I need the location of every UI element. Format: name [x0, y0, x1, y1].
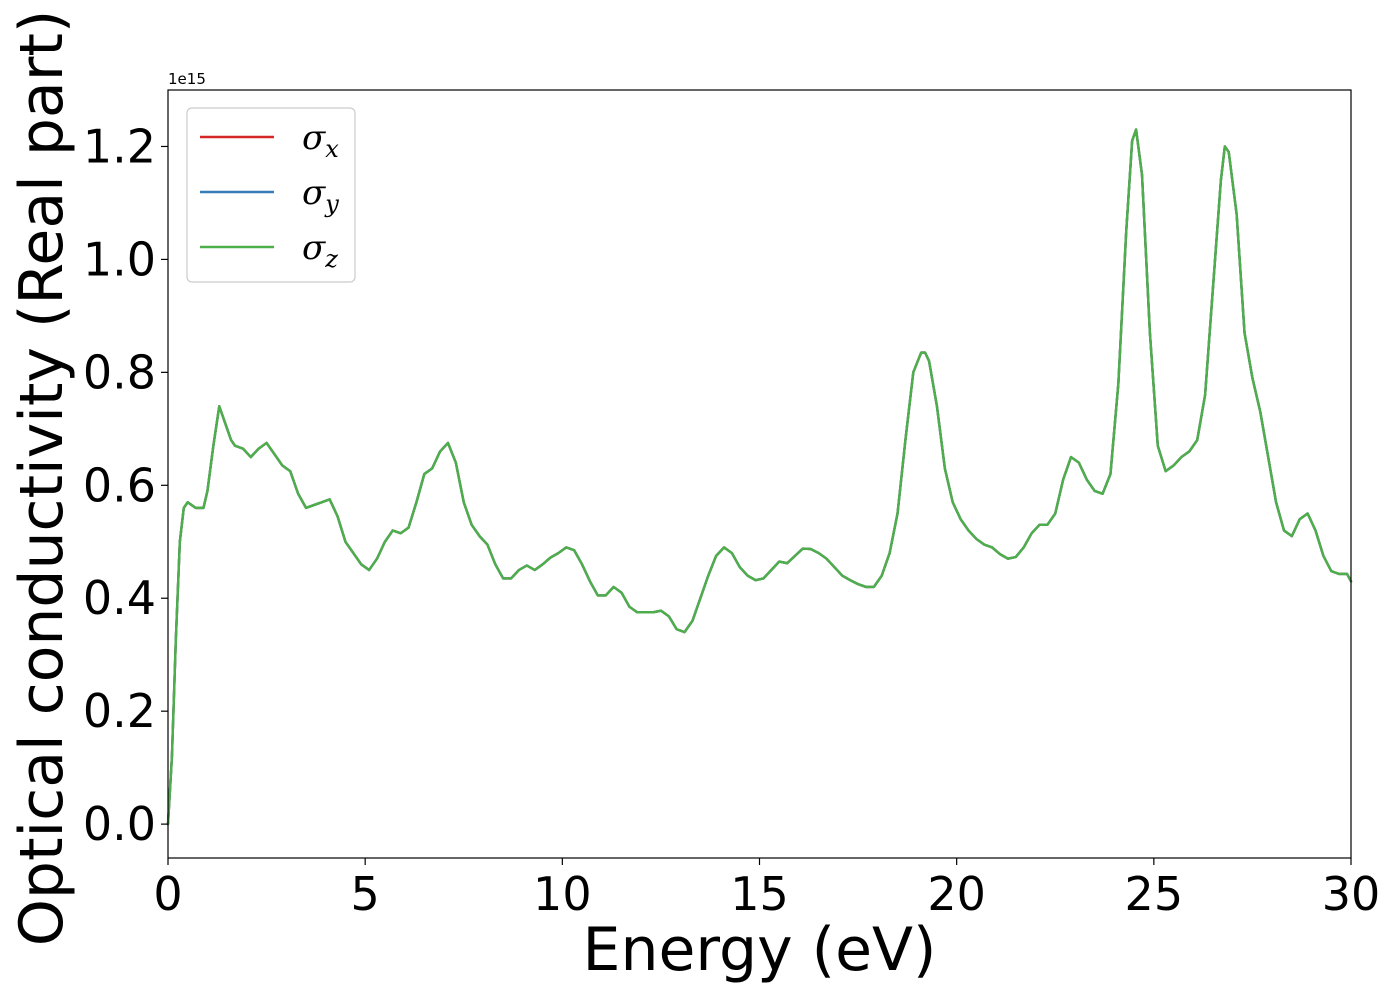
y-tick-label: 0.2 [83, 684, 156, 738]
x-axis-ticks: 0 5 10 15 20 25 30 [153, 858, 1380, 921]
series-line-3 [166, 128, 1353, 826]
y-tick-label: 0.6 [83, 458, 156, 512]
y-axis-title: Optical conductivity (Real part) [7, 10, 77, 947]
y-tick-label: 0.8 [83, 345, 156, 399]
series-layer [166, 128, 1353, 826]
y-axis-ticks: 0.0 0.2 0.4 0.6 0.8 1.0 1.2 [83, 119, 168, 851]
plot-area [168, 90, 1351, 858]
legend-subscript: x [325, 135, 339, 163]
legend-subscript: z [324, 245, 338, 273]
x-tick-label: 25 [1125, 867, 1184, 921]
legend-symbol: σ [302, 118, 326, 158]
x-tick-label: 10 [533, 867, 592, 921]
x-tick-label: 20 [927, 867, 986, 921]
legend-label-z: σz [302, 228, 338, 273]
x-tick-label: 30 [1322, 867, 1381, 921]
legend-symbol: σ [302, 173, 326, 213]
x-tick-label: 0 [153, 867, 182, 921]
legend-box [186, 107, 356, 283]
legend-symbol: σ [302, 228, 326, 268]
x-tick-label: 15 [730, 867, 789, 921]
legend-label-x: σx [302, 118, 339, 163]
y-offset-label: 1e15 [168, 70, 206, 88]
legend-label-y: σy [302, 173, 339, 218]
y-tick-label: 0.0 [83, 797, 156, 851]
y-tick-label: 1.2 [83, 119, 156, 173]
y-tick-label: 1.0 [83, 232, 156, 286]
y-tick-label: 0.4 [83, 571, 156, 625]
legend-subscript: y [324, 190, 339, 218]
x-tick-label: 5 [351, 867, 380, 921]
x-axis-title: Energy (eV) [583, 915, 937, 985]
